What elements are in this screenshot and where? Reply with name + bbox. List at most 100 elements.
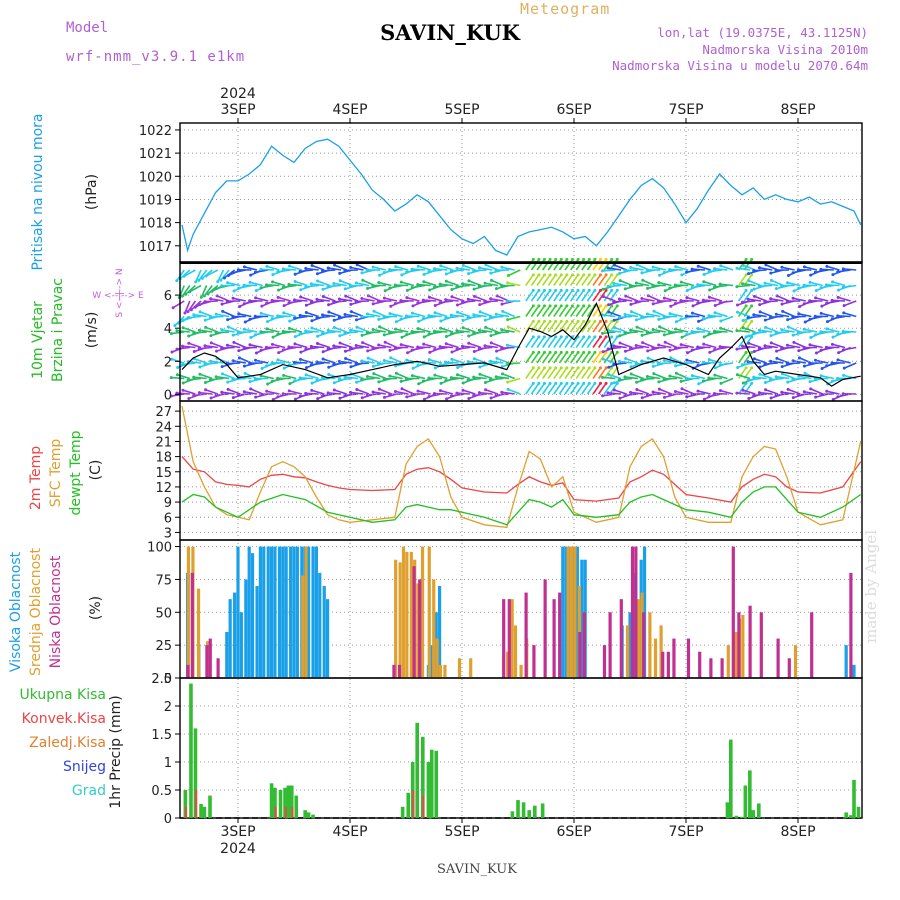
wind-arrow-head <box>662 270 666 274</box>
wind-arrow-head <box>702 397 706 401</box>
wind-arrow <box>525 305 534 317</box>
wind-arrow-head <box>326 266 330 270</box>
wind-arrow <box>322 393 336 397</box>
cloud-bar-1 <box>409 551 413 678</box>
wind-arrow <box>485 389 499 395</box>
wind-arrow-head <box>565 288 569 292</box>
wind-arrow <box>602 295 616 302</box>
wind-arrow-head <box>467 279 471 283</box>
wind-arrow-head <box>808 299 812 303</box>
wind-arrow <box>602 331 616 335</box>
wind-arrow-head <box>260 304 264 308</box>
wind-arrow-head <box>461 326 465 330</box>
wind-arrow-head <box>587 381 591 385</box>
wind-arrow-head <box>696 363 700 367</box>
cloud-ylabel-low: Niska Oblacnost <box>48 555 64 668</box>
wind-arrow-head <box>292 298 296 302</box>
wind-arrow-head <box>662 377 666 381</box>
wind-arrow <box>440 300 454 304</box>
wind-arrow-head <box>657 281 661 285</box>
wind-arrow-head <box>349 310 353 314</box>
wind-arrow <box>440 389 454 395</box>
wind-arrow <box>575 367 585 379</box>
wind-arrow <box>185 284 196 295</box>
wind-arrow-head <box>629 310 633 314</box>
wind-arrow-head <box>315 316 319 320</box>
cloud-bar-0 <box>322 586 326 678</box>
wind-arrow-head <box>309 363 313 367</box>
wind-arrow <box>658 344 672 349</box>
wind-arrow-head <box>488 315 492 319</box>
wind-arrow <box>553 382 562 395</box>
wind-arrow <box>781 328 795 333</box>
wind-arrow-head <box>410 330 414 334</box>
wind-arrow-head <box>746 316 750 320</box>
wind-arrow-head <box>254 351 258 355</box>
wind-arrow-head <box>231 333 235 337</box>
precip-bar-0 <box>521 802 526 818</box>
wind-arrow-head <box>808 343 812 347</box>
wind-arrow-head <box>531 366 535 370</box>
wind-arrow-head <box>634 362 638 366</box>
wind-arrow-head <box>741 344 745 348</box>
wind-arrow-head <box>542 304 546 308</box>
wind-ytick-label: 2 <box>164 355 172 370</box>
wind-arrow <box>530 336 540 348</box>
cloud-bar-1 <box>405 551 409 678</box>
wind-arrow <box>843 268 857 271</box>
wind-arrow-head <box>785 343 789 347</box>
wind-arrow-head <box>668 374 672 378</box>
wind-arrow-head <box>183 311 187 315</box>
wind-arrow <box>172 300 185 309</box>
wind-arrow-head <box>388 286 392 290</box>
wind-arrow-head <box>472 269 476 273</box>
wind-arrow-head <box>842 366 846 370</box>
wind-arrow <box>558 289 568 302</box>
wind-arrow-head <box>825 264 829 268</box>
cloud-bar-0 <box>575 546 579 678</box>
wind-arrow <box>322 295 336 302</box>
wind-arrow-head <box>825 389 829 393</box>
wind-arrow-head <box>746 378 750 382</box>
pressure-unit: (hPa) <box>84 174 100 210</box>
wind-arrow-head <box>612 300 616 304</box>
wind-arrow-head <box>747 341 751 345</box>
wind-arrow-head <box>604 381 608 385</box>
wind-arrow-head <box>752 287 756 291</box>
wind-arrow-head <box>701 298 705 302</box>
cloud-bar-1 <box>186 546 191 678</box>
wind-arrow-head <box>461 319 465 323</box>
wind-arrow-head <box>684 377 688 380</box>
wind-arrow-head <box>270 361 274 365</box>
wind-arrow-head <box>225 299 229 303</box>
wind-arrow-head <box>797 312 801 316</box>
wind-arrow-head <box>332 300 336 304</box>
wind-arrow-head <box>610 381 614 385</box>
wind-arrow-head <box>615 319 619 323</box>
wind-arrow-head <box>382 296 386 300</box>
precip-bar-1 <box>284 806 287 818</box>
wind-arrow <box>389 375 403 380</box>
wind-arrow-head <box>640 315 644 319</box>
wind-arrow <box>217 269 225 283</box>
wind-arrow-head <box>193 305 197 309</box>
wind-arrow <box>753 331 767 334</box>
wind-arrow-head <box>712 392 716 396</box>
wind-arrow-head <box>304 373 308 377</box>
wind-arrow <box>608 284 622 288</box>
wind-arrow <box>339 342 353 349</box>
wind-arrow <box>193 376 207 380</box>
wind-arrow-head <box>763 300 767 304</box>
cloud-bar-0 <box>561 546 565 678</box>
wind-arrow <box>232 297 247 302</box>
wind-arrow-head <box>438 389 442 393</box>
wind-arrow <box>266 390 280 395</box>
wind-arrow-head <box>615 350 619 354</box>
wind-arrow <box>344 393 358 397</box>
wind-arrow <box>709 358 723 364</box>
wind-arrow-head <box>315 341 319 345</box>
wind-arrow-head <box>674 265 678 269</box>
wind-arrow-head <box>416 327 420 331</box>
wind-arrow-head <box>299 288 303 292</box>
wind-arrow <box>216 375 230 380</box>
